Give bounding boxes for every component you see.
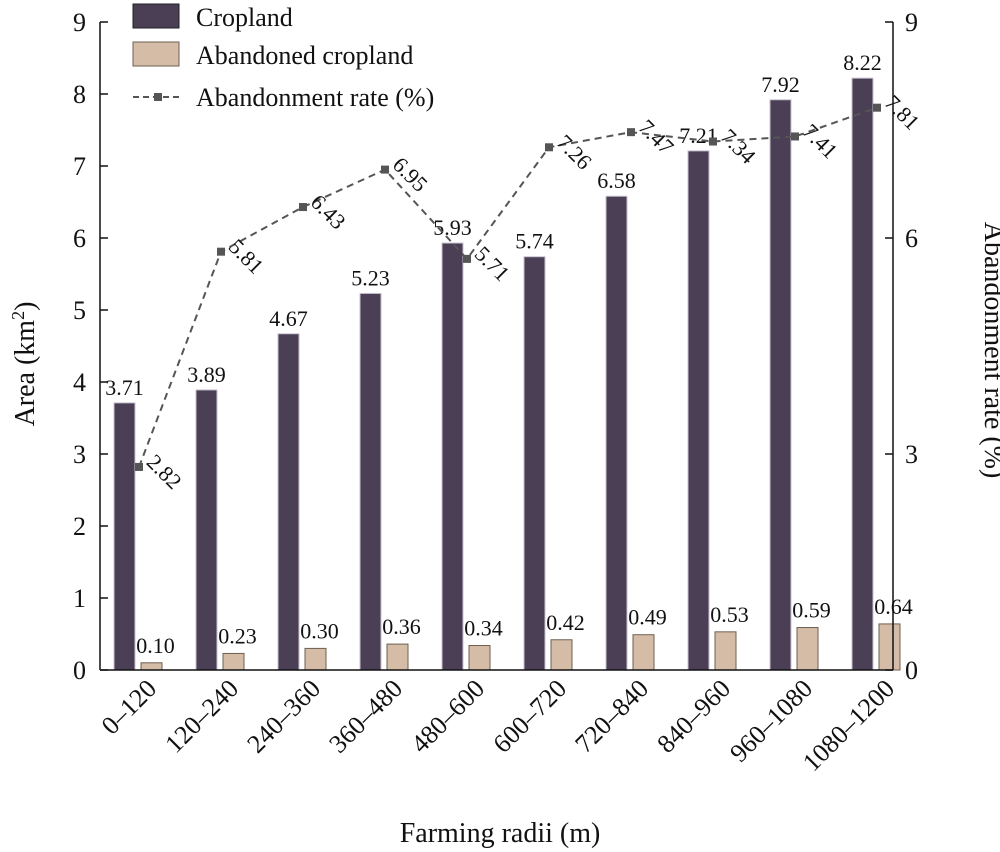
cropland-bar bbox=[769, 99, 792, 671]
y-tick-label: 7 bbox=[73, 152, 86, 181]
abandonment-rate-point bbox=[381, 165, 389, 174]
cropland-value-label: 7.92 bbox=[761, 72, 800, 97]
x-tick-label: 480–600 bbox=[405, 674, 490, 759]
legend-marker-rate bbox=[154, 93, 162, 101]
cropland-value-label: 8.22 bbox=[843, 50, 882, 75]
cropland-bar bbox=[851, 77, 874, 671]
y2-axis-title: Abandonment rate (%) bbox=[978, 222, 1000, 479]
y2-tick-label: 3 bbox=[905, 440, 918, 469]
abandoned-bar bbox=[796, 627, 819, 671]
x-tick-label: 120–240 bbox=[159, 674, 244, 759]
legend-swatch-abandoned bbox=[132, 41, 180, 67]
abandoned-bar bbox=[140, 662, 163, 671]
abandonment-rate-label: 7.41 bbox=[798, 119, 843, 164]
y-tick-label: 8 bbox=[73, 80, 86, 109]
cropland-value-label: 3.71 bbox=[105, 375, 144, 400]
plot-area: 3.713.894.675.235.935.746.587.217.928.22… bbox=[105, 50, 925, 671]
abandonment-rate-label: 7.34 bbox=[716, 124, 761, 169]
y-tick-label: 0 bbox=[73, 656, 86, 685]
y-tick-label: 1 bbox=[73, 584, 86, 613]
abandonment-rate-point bbox=[545, 143, 553, 152]
cropland-bar bbox=[113, 402, 136, 671]
cropland-value-label: 5.93 bbox=[433, 215, 472, 240]
abandonment-rate-point bbox=[135, 462, 143, 471]
x-tick-label: 240–360 bbox=[241, 674, 326, 759]
y2-tick-label: 6 bbox=[905, 224, 918, 253]
abandonment-rate-line bbox=[138, 106, 878, 468]
abandoned-value-label: 0.42 bbox=[546, 610, 585, 635]
abandoned-bar bbox=[222, 652, 245, 671]
abandoned-value-label: 0.34 bbox=[464, 616, 503, 641]
y-axis-title-text: Area (km bbox=[10, 320, 41, 427]
abandonment-rate-label: 5.81 bbox=[224, 234, 269, 279]
abandoned-bar bbox=[878, 623, 901, 671]
y-tick-label: 3 bbox=[73, 440, 86, 469]
abandoned-value-label: 0.36 bbox=[382, 614, 421, 639]
abandoned-bar bbox=[304, 647, 327, 671]
abandoned-value-label: 0.10 bbox=[136, 633, 175, 658]
y-axis-title-sup: 2 bbox=[8, 311, 28, 320]
legend-label-rate: Abandonment rate (%) bbox=[196, 83, 434, 112]
cropland-bar bbox=[195, 389, 218, 671]
abandoned-bar bbox=[386, 643, 409, 671]
abandonment-rate-label: 7.81 bbox=[880, 90, 925, 135]
cropland-bar bbox=[687, 150, 710, 671]
abandoned-value-label: 0.59 bbox=[792, 598, 831, 623]
cropland-value-label: 5.74 bbox=[515, 229, 554, 254]
abandoned-value-label: 0.53 bbox=[710, 602, 749, 627]
abandonment-rate-point bbox=[709, 137, 717, 146]
y-tick-label: 9 bbox=[73, 8, 86, 37]
abandonment-rate-label: 5.71 bbox=[470, 241, 515, 286]
y-axis-title-close: ) bbox=[10, 302, 41, 311]
cropland-value-label: 3.89 bbox=[187, 362, 226, 387]
cropland-value-label: 4.67 bbox=[269, 306, 308, 331]
abandoned-value-label: 0.30 bbox=[300, 618, 339, 643]
x-tick-label: 840–960 bbox=[651, 674, 736, 759]
abandonment-rate-label: 2.82 bbox=[142, 449, 187, 494]
abandoned-bar bbox=[550, 639, 573, 671]
x-axis-title: Farming radii (m) bbox=[400, 818, 601, 849]
abandonment-rate-point bbox=[299, 203, 307, 212]
cropland-bar bbox=[605, 195, 628, 671]
abandonment-rate-point bbox=[627, 128, 635, 137]
x-tick-label: 600–720 bbox=[487, 674, 572, 759]
cropland-bar bbox=[359, 292, 382, 671]
y-tick-label: 2 bbox=[73, 512, 86, 541]
abandonment-rate-label: 6.95 bbox=[388, 152, 433, 197]
x-tick-label: 720–840 bbox=[569, 674, 654, 759]
abandonment-rate-label: 6.43 bbox=[306, 189, 351, 234]
y2-tick-label: 0 bbox=[905, 656, 918, 685]
abandoned-value-label: 0.49 bbox=[628, 605, 667, 630]
abandonment-rate-label: 7.47 bbox=[634, 114, 679, 159]
abandonment-rate-point bbox=[791, 132, 799, 141]
legend: Cropland Abandoned cropland Abandonment ra… bbox=[132, 3, 434, 112]
cropland-value-label: 5.23 bbox=[351, 265, 390, 290]
abandonment-rate-point bbox=[463, 254, 471, 263]
abandonment-rate-point bbox=[873, 103, 881, 112]
legend-label-cropland: Cropland bbox=[196, 3, 293, 32]
x-tick-label: 0–120 bbox=[96, 674, 162, 740]
cropland-bar bbox=[523, 256, 546, 671]
legend-label-abandoned: Abandoned cropland bbox=[196, 41, 413, 70]
y2-tick-label: 9 bbox=[905, 8, 918, 37]
abandoned-bar bbox=[632, 634, 655, 671]
cropland-bar bbox=[441, 242, 464, 671]
abandonment-rate-label: 7.26 bbox=[552, 130, 597, 175]
abandoned-bar bbox=[468, 645, 491, 671]
y-tick-label: 4 bbox=[73, 368, 86, 397]
x-tick-label: 360–480 bbox=[323, 674, 408, 759]
y-tick-label: 5 bbox=[73, 296, 86, 325]
legend-swatch-cropland bbox=[132, 3, 180, 29]
abandoned-value-label: 0.23 bbox=[218, 623, 257, 648]
y-axis-title: Area (km2) bbox=[8, 302, 41, 427]
cropland-value-label: 6.58 bbox=[597, 168, 636, 193]
abandoned-bar bbox=[714, 631, 737, 671]
y-tick-label: 6 bbox=[73, 224, 86, 253]
abandonment-rate-point bbox=[217, 247, 225, 256]
cropland-bar bbox=[277, 333, 300, 671]
